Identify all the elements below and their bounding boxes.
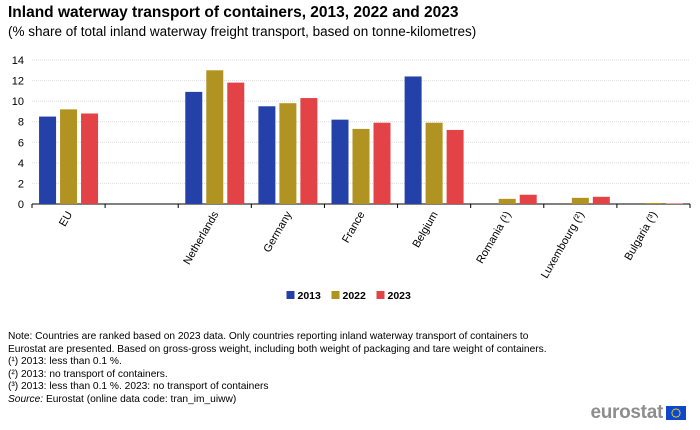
bar-2022-eu (60, 109, 78, 204)
notes-block: Note: Countries are ranked based on 2023… (8, 331, 568, 407)
footnote-1: (¹) 2013: less than 0.1 %. (8, 356, 122, 368)
x-tick-label: EU (57, 209, 75, 228)
bar-2023-luxembourg (592, 196, 610, 204)
bar-2022-netherlands (206, 70, 224, 205)
x-tick-label: France (340, 210, 368, 246)
bar-2023-belgium (446, 129, 464, 204)
chart-title: Inland waterway transport of containers,… (8, 4, 459, 21)
y-tick-label: 2 (18, 178, 24, 190)
bar-2023-romania (519, 194, 537, 204)
eu-flag-icon (666, 406, 686, 420)
bar-2022-germany (279, 103, 297, 204)
legend-label-2013: 2013 (298, 290, 322, 302)
legend-swatch-2013 (286, 291, 295, 299)
legend-label-2022: 2022 (343, 290, 367, 302)
y-tick-label: 0 (18, 199, 24, 211)
bar-2022-france (352, 128, 370, 204)
bar-2022-bulgaria (644, 202, 662, 204)
x-tick-label: Romania (¹) (474, 210, 513, 266)
bar-2013-eu (39, 116, 57, 204)
bar-2023-netherlands (227, 82, 245, 204)
bar-2023-eu (81, 113, 99, 204)
bar-2023-bulgaria (665, 203, 683, 204)
footnote-3: (³) 2013: less than 0.1 %. 2023: no tran… (8, 381, 269, 393)
bar-2013-netherlands (185, 91, 203, 204)
footnote-2: (²) 2013: no transport of containers. (8, 368, 168, 380)
bar-2022-luxembourg (571, 197, 589, 204)
bar-2023-germany (300, 98, 318, 204)
chart-subtitle: (% share of total inland waterway freigh… (8, 24, 477, 39)
source-text: Eurostat (online data code: tran_im_uiww… (45, 393, 237, 405)
bar-2013-france (331, 119, 349, 204)
y-tick-label: 4 (18, 158, 24, 170)
bar-2013-belgium (404, 76, 422, 204)
legend-swatch-2022 (331, 291, 340, 299)
bar-2023-france (373, 122, 391, 204)
x-tick-label: Bulgaria (³) (622, 210, 660, 263)
y-tick-label: 8 (18, 117, 24, 129)
bar-2022-romania (498, 198, 516, 204)
eurostat-logo[interactable]: eurostat (590, 402, 686, 424)
x-tick-label: Netherlands (181, 209, 221, 267)
y-tick-label: 14 (12, 55, 24, 67)
logo-text: eurostat (590, 402, 663, 423)
bar-2013-germany (258, 106, 276, 204)
note-main: Note: Countries are ranked based on 2023… (8, 331, 547, 355)
source-label: Source: (8, 393, 44, 405)
bar-2022-belgium (425, 122, 443, 204)
bar-chart: 0 2 4 6 8 10 12 14 EU Netherlands Germany France Bel… (12, 55, 691, 302)
y-tick-label: 12 (12, 76, 24, 88)
legend-label-2023: 2023 (388, 290, 412, 302)
x-tick-label: Belgium (410, 210, 440, 250)
y-tick-label: 6 (18, 137, 24, 149)
legend-swatch-2023 (376, 291, 385, 299)
x-tick-label: Luxembourg (²) (539, 210, 587, 281)
y-tick-label: 10 (12, 96, 24, 108)
source-line: Source: Eurostat (online data code: tran… (8, 394, 568, 407)
x-tick-label: Germany (261, 209, 294, 255)
